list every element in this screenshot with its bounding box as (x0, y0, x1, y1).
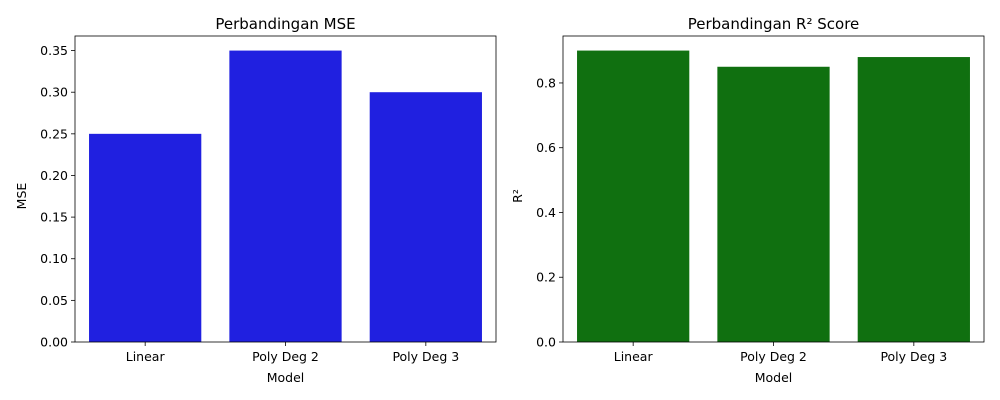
y-tick-label: 0.10 (40, 251, 68, 266)
y-tick-label: 0.6 (536, 140, 556, 155)
x-tick-label: Linear (614, 349, 654, 364)
chart-title: Perbandingan R² Score (688, 15, 860, 33)
y-tick-label: 0.35 (40, 43, 68, 58)
y-axis-label: MSE (14, 183, 29, 210)
bar-poly-deg-3 (369, 92, 482, 343)
x-axis-label: Model (755, 370, 793, 385)
y-tick-label: 0.0 (536, 335, 556, 350)
bar-poly-deg-2 (717, 66, 830, 342)
bar-linear (577, 50, 690, 342)
x-tick-label: Poly Deg 2 (252, 349, 319, 364)
y-tick-label: 0.25 (40, 126, 68, 141)
chart-title: Perbandingan MSE (215, 15, 355, 33)
y-tick-label: 0.05 (40, 293, 68, 308)
y-tick-label: 0.2 (536, 270, 556, 285)
y-tick-label: 0.4 (536, 205, 556, 220)
bar-poly-deg-3 (857, 57, 970, 343)
y-tick-label: 0.20 (40, 168, 68, 183)
bar-poly-deg-2 (229, 50, 342, 342)
y-tick-label: 0.8 (536, 75, 556, 90)
x-tick-label: Poly Deg 2 (740, 349, 807, 364)
x-tick-label: Poly Deg 3 (880, 349, 947, 364)
x-tick-label: Poly Deg 3 (392, 349, 459, 364)
y-axis-label: R² (510, 189, 525, 203)
x-axis-label: Model (267, 370, 305, 385)
y-tick-label: 0.00 (40, 335, 68, 350)
plot-area: 0.00 0.05 0.10 0.15 0.20 0.25 0.30 0.35 Linear Po… (40, 35, 497, 364)
y-tick-label: 0.15 (40, 210, 68, 225)
bar-linear (89, 133, 202, 342)
plot-area: 0.0 0.2 0.4 0.6 0.8 Linear Poly Deg 2 Poly Deg … (536, 35, 985, 364)
y-tick-label: 0.30 (40, 85, 68, 100)
chart-panel-r2: Perbandingan R² Score Model R² 0.0 0.2 0.4… (510, 15, 985, 385)
chart-panel-mse: Perbandingan MSE Model MSE 0.000.050.100… (14, 15, 497, 385)
x-tick-label: Linear (126, 349, 166, 364)
